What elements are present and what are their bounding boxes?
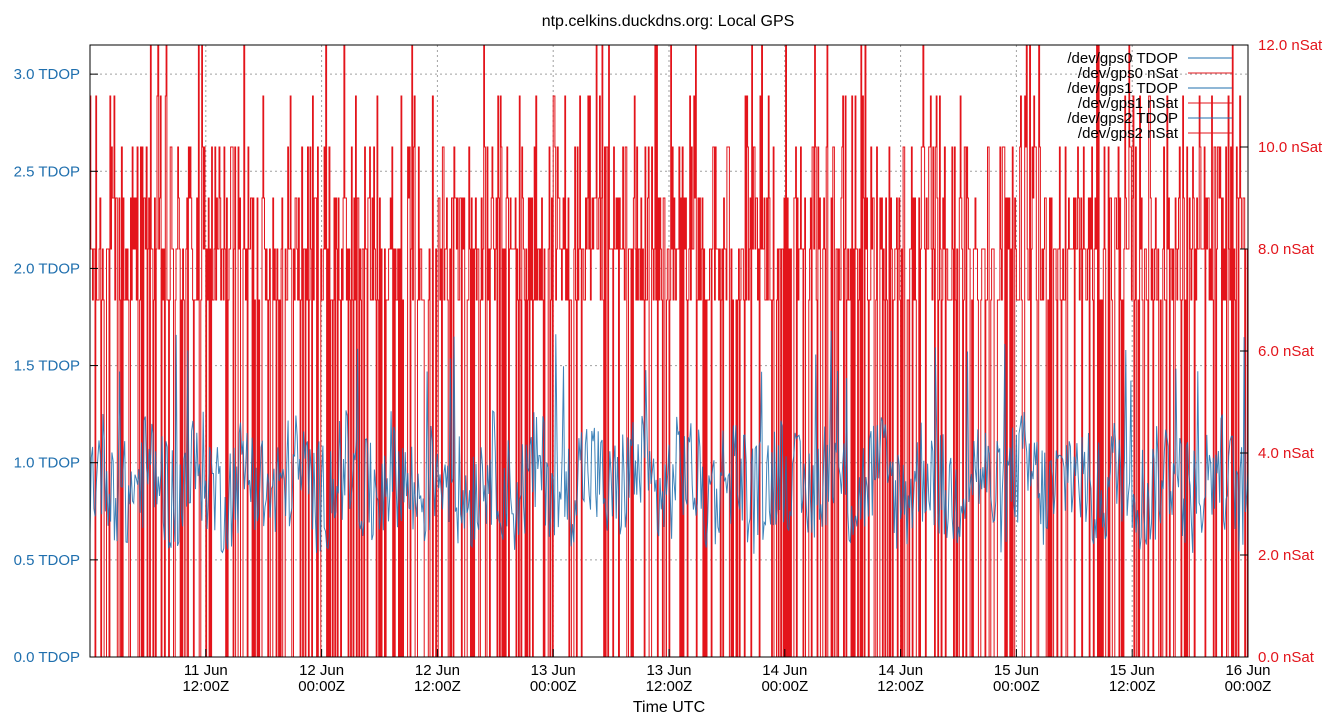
y-tick-left-label: 1.0 TDOP <box>14 455 80 472</box>
y-tick-left-label: 0.0 TDOP <box>14 649 80 666</box>
x-tick-label-time: 00:00Z <box>1225 678 1272 695</box>
y-tick-right-label: 12.0 nSat <box>1258 37 1323 54</box>
y-tick-right-label: 0.0 nSat <box>1258 649 1315 666</box>
x-tick-label-time: 12:00Z <box>182 678 229 695</box>
x-tick-label-date: 15 Jun <box>994 662 1039 679</box>
x-tick-label-date: 12 Jun <box>299 662 344 679</box>
y-tick-right-label: 10.0 nSat <box>1258 139 1323 156</box>
x-tick-label-time: 12:00Z <box>414 678 461 695</box>
y-tick-right-label: 6.0 nSat <box>1258 343 1315 360</box>
x-axis-label: Time UTC <box>633 699 705 716</box>
x-tick-label-time: 00:00Z <box>530 678 577 695</box>
x-tick-label-date: 13 Jun <box>531 662 576 679</box>
y-tick-right-label: 2.0 nSat <box>1258 547 1315 564</box>
series-tdop <box>89 330 1249 554</box>
y-axis-left: 0.0 TDOP 0.5 TDOP 1.0 TDOP 1.5 TDOP 2.0 TDOP… <box>14 66 98 666</box>
x-tick-label-time: 00:00Z <box>298 678 345 695</box>
x-tick-label-time: 12:00Z <box>877 678 924 695</box>
y-tick-right-label: 8.0 nSat <box>1258 241 1315 258</box>
series-line-tdop <box>89 330 1249 554</box>
y-tick-right-label: 4.0 nSat <box>1258 445 1315 462</box>
x-tick-label-date: 12 Jun <box>415 662 460 679</box>
x-tick-label-date: 14 Jun <box>762 662 807 679</box>
x-tick-label-time: 12:00Z <box>1109 678 1156 695</box>
x-tick-label-time: 00:00Z <box>761 678 808 695</box>
legend-label: /dev/gps2 TDOP <box>1067 110 1178 127</box>
x-tick-label-time: 00:00Z <box>993 678 1040 695</box>
x-tick-label-date: 13 Jun <box>646 662 691 679</box>
y-tick-left-label: 2.0 TDOP <box>14 260 80 277</box>
x-tick-label-time: 12:00Z <box>646 678 693 695</box>
legend-label: /dev/gps2 nSat <box>1078 125 1179 142</box>
chart-title: ntp.celkins.duckdns.org: Local GPS <box>542 13 795 30</box>
x-tick-label-date: 11 Jun <box>184 662 228 679</box>
x-tick-label-date: 16 Jun <box>1225 662 1270 679</box>
y-axis-right: 0.0 nSat 2.0 nSat 4.0 nSat 6.0 nSat 8.0 nSat… <box>1240 37 1323 666</box>
legend-label: /dev/gps1 TDOP <box>1067 80 1178 97</box>
legend: /dev/gps0 TDOP/dev/gps0 nSat/dev/gps1 TD… <box>1067 50 1232 142</box>
y-tick-left-label: 3.0 TDOP <box>14 66 80 83</box>
y-tick-left-label: 1.5 TDOP <box>14 358 80 375</box>
y-tick-left-label: 0.5 TDOP <box>14 552 80 569</box>
x-tick-label-date: 15 Jun <box>1110 662 1155 679</box>
y-tick-left-label: 2.5 TDOP <box>14 163 80 180</box>
legend-label: /dev/gps0 nSat <box>1078 65 1179 82</box>
legend-label: /dev/gps1 nSat <box>1078 95 1179 112</box>
x-tick-label-date: 14 Jun <box>878 662 923 679</box>
legend-label: /dev/gps0 TDOP <box>1067 50 1178 67</box>
